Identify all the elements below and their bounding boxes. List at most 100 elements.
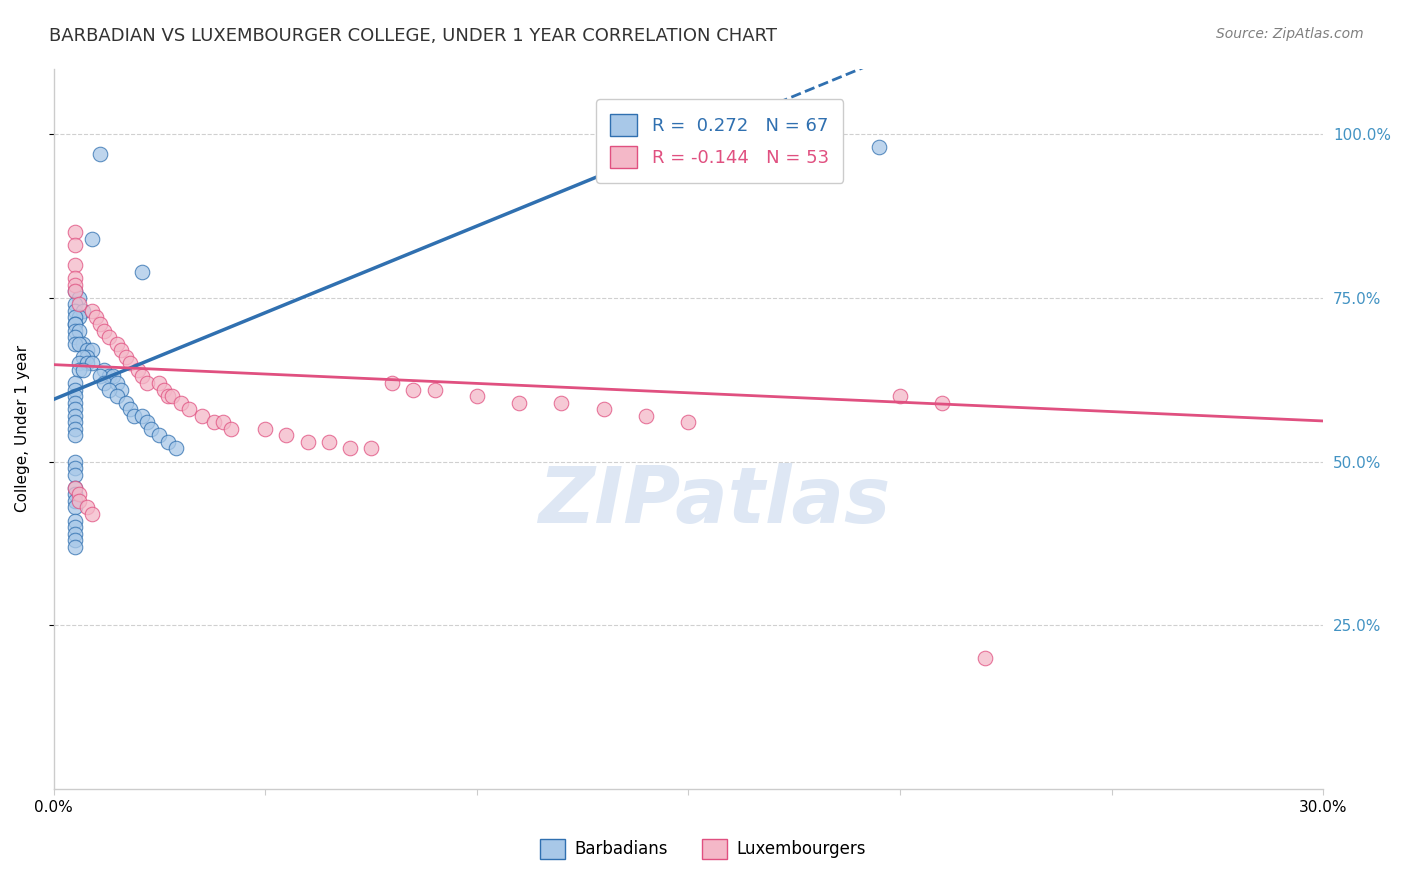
Point — [80, 304, 103, 318]
Point — [402, 383, 425, 397]
Text: BARBADIAN VS LUXEMBOURGER COLLEGE, UNDER 1 YEAR CORRELATION CHART: BARBADIAN VS LUXEMBOURGER COLLEGE, UNDER… — [49, 27, 778, 45]
Point — [135, 415, 157, 429]
Point — [76, 343, 98, 358]
Text: Source: ZipAtlas.com: Source: ZipAtlas.com — [1216, 27, 1364, 41]
Point — [127, 363, 149, 377]
Point — [101, 369, 124, 384]
Point — [122, 409, 145, 423]
Point — [678, 415, 700, 429]
Point — [931, 395, 953, 409]
Point — [63, 271, 86, 285]
Point — [63, 461, 86, 475]
Point — [177, 402, 200, 417]
Point — [131, 369, 153, 384]
Point — [105, 376, 128, 390]
Point — [63, 317, 86, 331]
Point — [63, 389, 86, 403]
Point — [63, 481, 86, 495]
Point — [318, 434, 340, 449]
Point — [72, 350, 94, 364]
Point — [67, 363, 90, 377]
Point — [63, 494, 86, 508]
Point — [381, 376, 404, 390]
Point — [221, 422, 243, 436]
Point — [97, 369, 120, 384]
Point — [63, 258, 86, 272]
Point — [156, 434, 179, 449]
Point — [63, 395, 86, 409]
Point — [508, 395, 530, 409]
Point — [114, 395, 136, 409]
Point — [423, 383, 446, 397]
Point — [63, 277, 86, 292]
Point — [63, 285, 86, 299]
Point — [105, 389, 128, 403]
Point — [190, 409, 212, 423]
Point — [105, 336, 128, 351]
Point — [165, 442, 187, 456]
Point — [63, 415, 86, 429]
Point — [63, 225, 86, 239]
Point — [93, 324, 115, 338]
Point — [550, 395, 572, 409]
Point — [63, 383, 86, 397]
Point — [148, 428, 170, 442]
Point — [72, 304, 94, 318]
Point — [110, 383, 132, 397]
Point — [63, 238, 86, 252]
Point — [204, 415, 226, 429]
Point — [80, 356, 103, 370]
Point — [72, 363, 94, 377]
Point — [63, 402, 86, 417]
Point — [160, 389, 183, 403]
Point — [139, 422, 162, 436]
Point — [63, 297, 86, 311]
Point — [67, 487, 90, 501]
Point — [63, 428, 86, 442]
Point — [131, 409, 153, 423]
Point — [63, 330, 86, 344]
Point — [76, 350, 98, 364]
Point — [80, 343, 103, 358]
Point — [465, 389, 488, 403]
Point — [72, 336, 94, 351]
Point — [889, 389, 911, 403]
Point — [63, 376, 86, 390]
Text: ZIPatlas: ZIPatlas — [537, 463, 890, 539]
Point — [114, 350, 136, 364]
Point — [63, 422, 86, 436]
Point — [360, 442, 382, 456]
Point — [63, 520, 86, 534]
Point — [592, 402, 614, 417]
Point — [67, 310, 90, 325]
Point — [67, 324, 90, 338]
Point — [118, 356, 141, 370]
Point — [67, 291, 90, 305]
Point — [297, 434, 319, 449]
Point — [97, 330, 120, 344]
Point — [67, 297, 90, 311]
Point — [636, 409, 658, 423]
Point — [135, 376, 157, 390]
Point — [254, 422, 277, 436]
Point — [67, 336, 90, 351]
Point — [93, 363, 115, 377]
Point — [63, 336, 86, 351]
Point — [89, 146, 111, 161]
Point — [156, 389, 179, 403]
Point — [63, 454, 86, 468]
Point — [152, 383, 174, 397]
Point — [212, 415, 235, 429]
Point — [93, 376, 115, 390]
Point — [868, 140, 890, 154]
Point — [169, 395, 191, 409]
Point — [67, 494, 90, 508]
Point — [118, 402, 141, 417]
Point — [63, 317, 86, 331]
Point — [76, 500, 98, 515]
Point — [973, 651, 995, 665]
Point — [63, 409, 86, 423]
Point — [63, 526, 86, 541]
Point — [80, 232, 103, 246]
Point — [97, 383, 120, 397]
